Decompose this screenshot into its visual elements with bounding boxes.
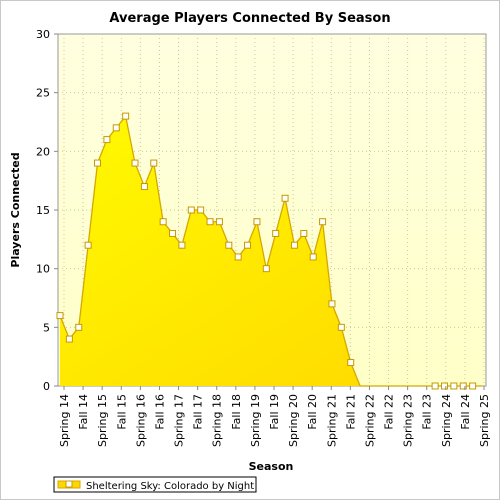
y-tick-label: 30	[36, 28, 50, 41]
data-point	[225, 241, 233, 249]
y-tick-label: 5	[43, 321, 50, 334]
x-tick-label: Fall 21	[344, 394, 357, 430]
x-tick-label: Fall 19	[268, 394, 281, 430]
y-tick-label: 10	[36, 263, 50, 276]
legend-box	[53, 476, 257, 493]
data-point	[431, 382, 439, 390]
x-tick-label: Fall 16	[153, 394, 166, 430]
data-point	[469, 382, 477, 390]
x-tick-label: Spring 17	[173, 394, 186, 447]
data-point	[328, 300, 336, 308]
data-point	[319, 218, 327, 226]
x-tick-label: Spring 21	[325, 394, 338, 447]
data-point	[244, 241, 252, 249]
data-point	[290, 241, 298, 249]
data-point	[103, 136, 111, 144]
data-point	[122, 112, 130, 120]
x-tick-label: Spring 20	[287, 394, 300, 447]
chart-title: Average Players Connected By Season	[109, 11, 390, 26]
y-axis: 0 5 10 15 20 25 30	[36, 28, 58, 393]
x-tick-label: Spring 22	[363, 394, 376, 447]
data-point	[234, 253, 242, 261]
y-tick-label: 0	[43, 380, 50, 393]
data-point	[112, 124, 120, 132]
data-point	[75, 323, 83, 331]
x-tick-label: Spring 18	[211, 394, 224, 447]
data-point	[206, 218, 214, 226]
y-axis-title: Players Connected	[9, 152, 22, 267]
data-point	[94, 159, 102, 167]
data-point	[337, 323, 345, 331]
x-tick-label: Spring 15	[96, 394, 109, 447]
data-markers	[56, 112, 477, 390]
data-point	[450, 382, 458, 390]
data-point	[187, 206, 195, 214]
data-point	[178, 241, 186, 249]
y-tick-label: 25	[36, 87, 50, 100]
data-point	[56, 312, 64, 320]
data-point	[150, 159, 158, 167]
data-point	[272, 229, 280, 237]
data-point	[253, 218, 261, 226]
data-point	[347, 359, 355, 367]
x-tick-label: Fall 24	[459, 394, 472, 430]
data-point	[309, 253, 317, 261]
x-tick-label: Fall 14	[77, 394, 90, 430]
y-tick-label: 20	[36, 145, 50, 158]
x-tick-label: Spring 19	[249, 394, 262, 447]
series-line	[59, 114, 482, 387]
data-point	[281, 194, 289, 202]
x-tick-label: Spring 24	[440, 394, 453, 447]
x-tick-label: Fall 15	[115, 394, 128, 430]
x-tick-label: Fall 23	[421, 394, 434, 430]
x-tick-label: Spring 16	[134, 394, 147, 447]
data-point	[197, 206, 205, 214]
x-tick-label: Spring 14	[58, 394, 71, 447]
data-point	[131, 159, 139, 167]
data-point	[300, 229, 308, 237]
x-tick-label: Spring 23	[402, 394, 415, 447]
x-tick-label: Fall 20	[306, 394, 319, 430]
data-point	[459, 382, 467, 390]
x-tick-label: Spring 25	[478, 394, 491, 447]
x-tick-label: Fall 22	[383, 394, 396, 430]
x-tick-label: Fall 18	[230, 394, 243, 430]
data-point	[65, 335, 73, 343]
data-point	[159, 218, 167, 226]
data-point	[215, 218, 223, 226]
data-point	[440, 382, 448, 390]
x-axis: Spring 14 Fall 14 Spring 15 Fall 15 Spring 1…	[58, 386, 491, 447]
legend: Sheltering Sky: Colorado by Night	[53, 476, 257, 493]
x-axis-title: Season	[249, 460, 294, 473]
data-point	[84, 241, 92, 249]
y-tick-label: 15	[36, 204, 50, 217]
data-point	[262, 265, 270, 273]
data-point	[169, 229, 177, 237]
x-tick-label: Fall 17	[192, 394, 205, 430]
legend-label: Sheltering Sky: Colorado by Night	[86, 481, 254, 492]
data-point	[140, 183, 148, 191]
data-area	[59, 114, 482, 387]
legend-marker	[65, 480, 73, 488]
